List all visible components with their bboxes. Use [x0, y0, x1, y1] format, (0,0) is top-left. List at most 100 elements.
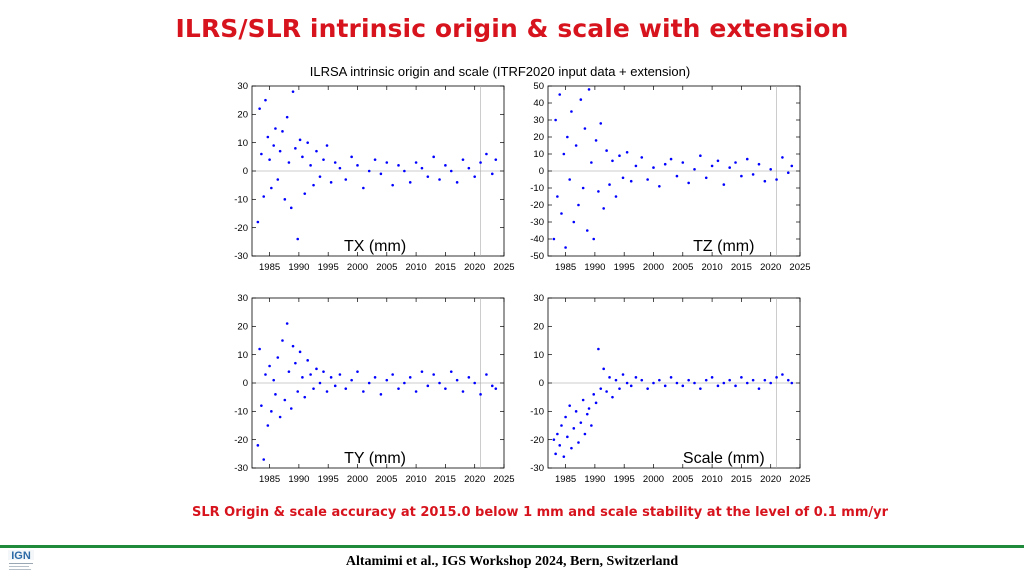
panel-label: TX (mm): [344, 238, 406, 255]
footer-citation: Altamimi et al., IGS Workshop 2024, Bern…: [345, 554, 679, 569]
data-point: [414, 390, 418, 393]
data-point: [287, 370, 291, 373]
data-point: [775, 178, 778, 181]
data-point: [266, 424, 270, 427]
data-point: [583, 127, 587, 130]
data-point: [566, 435, 569, 439]
data-point: [318, 175, 322, 178]
data-point: [294, 361, 297, 365]
data-point: [740, 174, 743, 178]
x-tick-label: 2025: [789, 262, 810, 273]
data-point: [420, 370, 424, 373]
y-tick-label: 10: [237, 350, 248, 361]
data-point: [333, 161, 337, 164]
data-point: [618, 154, 621, 157]
data-point: [646, 387, 649, 390]
data-point: [621, 176, 625, 180]
data-point: [274, 393, 277, 396]
data-point: [790, 164, 794, 168]
data-point: [264, 373, 267, 376]
x-tick-label: 2000: [643, 262, 664, 273]
data-point: [579, 421, 583, 424]
data-point: [585, 412, 589, 416]
data-point: [597, 190, 600, 193]
data-point: [283, 198, 287, 201]
data-point: [675, 381, 679, 385]
data-point: [270, 186, 273, 190]
data-point: [408, 181, 412, 184]
y-tick-label: 0: [539, 378, 544, 389]
data-point: [693, 381, 696, 385]
data-point: [728, 378, 731, 382]
data-point: [574, 410, 578, 413]
data-point: [552, 438, 556, 441]
data-point: [260, 404, 263, 407]
x-tick-label: 2005: [376, 474, 397, 485]
data-point: [608, 376, 611, 379]
y-tick-label: -30: [234, 463, 248, 474]
data-point: [350, 155, 353, 159]
data-point: [568, 178, 571, 181]
data-point: [391, 373, 394, 376]
data-point: [315, 149, 318, 153]
data-point: [751, 378, 755, 382]
data-point: [473, 175, 476, 178]
data-point: [315, 367, 318, 371]
data-point: [338, 166, 342, 170]
x-tick-label: 2000: [643, 474, 664, 485]
x-tick-label: 2015: [731, 262, 752, 273]
data-point: [461, 158, 465, 161]
data-point: [704, 378, 708, 382]
data-point: [373, 158, 377, 161]
data-point: [291, 90, 295, 93]
data-point: [574, 144, 578, 147]
data-point: [318, 381, 322, 385]
y-tick-label: 50: [533, 81, 544, 92]
data-point: [592, 393, 596, 396]
data-point: [272, 144, 275, 147]
data-point: [276, 178, 280, 181]
data-point: [704, 176, 708, 180]
chart-scale: -30 -20 -10 0 10 20 30 1985 1990 1995 2000 2005 2010…: [530, 293, 810, 485]
data-point: [362, 186, 365, 190]
x-tick-label: 1985: [259, 262, 280, 273]
data-point: [426, 384, 430, 388]
data-point: [687, 378, 690, 382]
data-point: [397, 164, 400, 167]
x-tick-label: 2010: [406, 262, 427, 273]
data-point: [333, 384, 337, 388]
data-point: [385, 378, 389, 382]
ign-logo: IGN: [8, 550, 34, 570]
data-point: [303, 192, 307, 195]
data-point: [675, 174, 679, 178]
data-point: [757, 387, 761, 390]
data-point: [414, 161, 418, 164]
data-point: [562, 455, 566, 458]
data-point: [283, 398, 287, 402]
data-point: [790, 381, 794, 385]
y-tick-label: 30: [533, 115, 544, 126]
data-point: [572, 220, 576, 224]
data-point: [301, 376, 304, 379]
data-point: [763, 179, 767, 183]
data-point: [403, 169, 406, 173]
data-point: [775, 376, 778, 379]
data-point: [558, 93, 562, 96]
data-point: [602, 207, 605, 210]
data-point: [560, 212, 563, 215]
data-point: [579, 98, 583, 101]
x-tick-label: 1995: [318, 474, 339, 485]
y-tick-label: 40: [533, 98, 544, 109]
data-point: [581, 186, 585, 190]
x-tick-label: 1995: [318, 262, 339, 273]
data-point: [367, 169, 371, 173]
data-point: [587, 407, 591, 410]
y-tick-label: -30: [530, 217, 544, 228]
data-point: [298, 138, 302, 142]
data-point: [681, 161, 685, 164]
data-point: [552, 237, 556, 241]
data-point: [640, 378, 644, 382]
data-point: [594, 139, 598, 142]
data-point: [306, 141, 309, 144]
data-point: [379, 393, 383, 396]
